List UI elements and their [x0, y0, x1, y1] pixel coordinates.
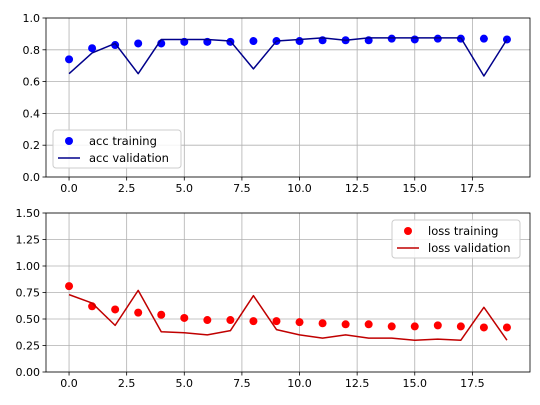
x-tick-label: 5.0	[176, 182, 194, 195]
data-point-loss-training	[295, 318, 304, 327]
data-point-loss-training	[272, 317, 281, 326]
legend-label: acc training	[89, 134, 157, 148]
series-line-loss-validation	[68, 289, 508, 341]
legend-label: loss training	[428, 224, 498, 238]
data-point-loss-training	[341, 320, 350, 329]
data-point-loss-training	[226, 316, 235, 325]
y-tick-label: 0.00	[16, 366, 41, 379]
data-point-loss-training	[318, 319, 327, 328]
x-tick-label: 2.5	[118, 182, 136, 195]
data-point-acc-training	[295, 37, 304, 46]
data-point-acc-training	[502, 35, 511, 44]
x-tick-label: 10.0	[287, 377, 312, 390]
y-tick-label: 0.25	[16, 340, 41, 353]
x-tick-label: 10.0	[287, 182, 312, 195]
legend-marker-swatch	[404, 227, 412, 235]
y-tick-label: 0.50	[16, 313, 41, 326]
series-line-acc-validation	[68, 37, 508, 77]
accuracy-plot: 0.0 2.5 5.0 7.5 10.0 12.5 15.0 17.5 0.0 0.2 0.4 0.6…	[23, 12, 531, 195]
data-point-acc-training	[479, 34, 488, 43]
data-point-acc-training	[249, 37, 258, 46]
data-point-acc-training	[134, 39, 143, 48]
x-tick-label: 0.0	[60, 377, 78, 390]
y-tick-label: 0.8	[23, 44, 41, 57]
x-tick-label: 0.0	[60, 182, 78, 195]
x-tick-label: 7.5	[233, 377, 251, 390]
legend-label: loss validation	[428, 241, 511, 255]
y-tick-label: 1.0	[23, 12, 41, 25]
data-point-acc-training	[88, 44, 97, 53]
x-tick-label: 15.0	[403, 377, 428, 390]
axes-frame	[45, 212, 531, 373]
data-point-loss-training	[364, 320, 373, 329]
data-point-loss-training	[502, 323, 511, 332]
x-tick-label: 15.0	[403, 182, 428, 195]
x-tick-label: 2.5	[118, 377, 136, 390]
data-point-acc-training	[65, 55, 74, 64]
y-tick-label: 1.50	[16, 207, 41, 220]
y-tick-label: 1.25	[16, 234, 41, 247]
x-tick-label: 17.5	[460, 182, 485, 195]
legend: loss training loss validation	[391, 219, 521, 259]
x-tick-label: 7.5	[233, 182, 251, 195]
data-point-loss-training	[456, 322, 465, 331]
data-point-loss-training	[65, 282, 74, 291]
data-point-loss-training	[111, 305, 120, 314]
y-tick-label: 1.00	[16, 260, 41, 273]
data-point-loss-training	[387, 322, 396, 331]
data-point-loss-training	[180, 313, 189, 322]
legend-marker-swatch	[65, 137, 73, 145]
legend-frame	[52, 129, 182, 169]
loss-plot: 0.0 2.5 5.0 7.5 10.0 12.5 15.0 17.5 0.00 0.25 0.50…	[16, 207, 531, 390]
x-tick-label: 5.0	[176, 377, 194, 390]
y-tick-label: 0.4	[23, 107, 41, 120]
y-tick-label: 0.75	[16, 287, 41, 300]
y-tick-label: 0.0	[23, 171, 41, 184]
x-tick-label: 12.5	[345, 377, 370, 390]
y-tick-label: 0.2	[23, 139, 41, 152]
data-point-acc-training	[387, 34, 396, 43]
y-tick-label: 0.6	[23, 76, 41, 89]
data-point-loss-training	[134, 308, 143, 317]
data-point-loss-training	[410, 322, 419, 331]
data-point-loss-training	[203, 316, 212, 325]
data-point-acc-training	[433, 34, 442, 43]
data-point-loss-training	[157, 310, 166, 319]
legend-frame	[391, 219, 521, 259]
data-point-loss-training	[433, 321, 442, 330]
legend: acc training acc validation	[52, 129, 182, 169]
x-tick-label: 12.5	[345, 182, 370, 195]
data-point-loss-training	[249, 317, 258, 326]
legend-label: acc validation	[89, 151, 169, 165]
data-point-acc-training	[410, 35, 419, 44]
axes-frame	[45, 17, 531, 178]
data-point-loss-training	[479, 323, 488, 332]
x-tick-label: 17.5	[460, 377, 485, 390]
